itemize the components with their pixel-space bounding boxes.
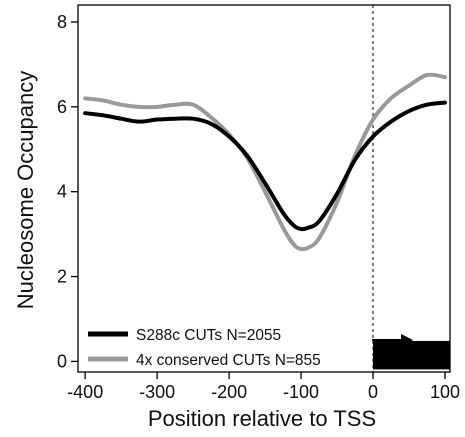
tss-annotation <box>372 5 450 372</box>
x-tick-label: -200 <box>211 382 247 402</box>
x-tick-label: 100 <box>430 382 460 402</box>
legend-label: 4x conserved CUTs N=855 <box>136 352 321 369</box>
tss-arrowhead <box>401 334 414 346</box>
x-tick-label: -300 <box>139 382 175 402</box>
x-tick-label: 0 <box>368 382 378 402</box>
series-lines <box>83 72 447 252</box>
y-tick-label: 6 <box>57 97 67 117</box>
series-line-s288c <box>83 100 447 232</box>
y-axis: 0 2 4 6 8 <box>57 12 78 371</box>
gene-box <box>373 340 450 370</box>
y-tick-label: 4 <box>57 182 67 202</box>
y-tick-label: 2 <box>57 267 67 287</box>
y-tick-label: 0 <box>57 351 67 371</box>
series-line-4x-conserved <box>83 72 447 252</box>
x-tick-label: -100 <box>283 382 319 402</box>
x-axis: -400 -300 -200 -100 0 100 <box>67 372 460 402</box>
x-tick-label: -400 <box>67 382 103 402</box>
x-axis-title: Position relative to TSS <box>148 406 376 431</box>
plot-frame <box>77 4 451 373</box>
legend-label: S288c CUTs N=2055 <box>136 327 281 344</box>
y-tick-label: 8 <box>57 12 67 32</box>
plot-border <box>77 4 451 373</box>
legend: S288c CUTs N=2055 4x conserved CUTs N=855 <box>88 327 321 369</box>
tss-arrow-stem <box>372 339 404 341</box>
y-axis-title: Nucleosome Occupancy <box>13 71 38 309</box>
